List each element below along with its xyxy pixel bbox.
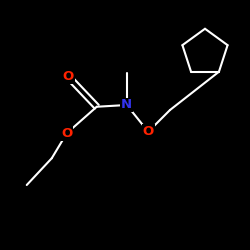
Text: O: O (142, 125, 154, 138)
Text: O: O (62, 70, 74, 83)
Text: N: N (121, 98, 132, 112)
Text: O: O (61, 127, 72, 140)
